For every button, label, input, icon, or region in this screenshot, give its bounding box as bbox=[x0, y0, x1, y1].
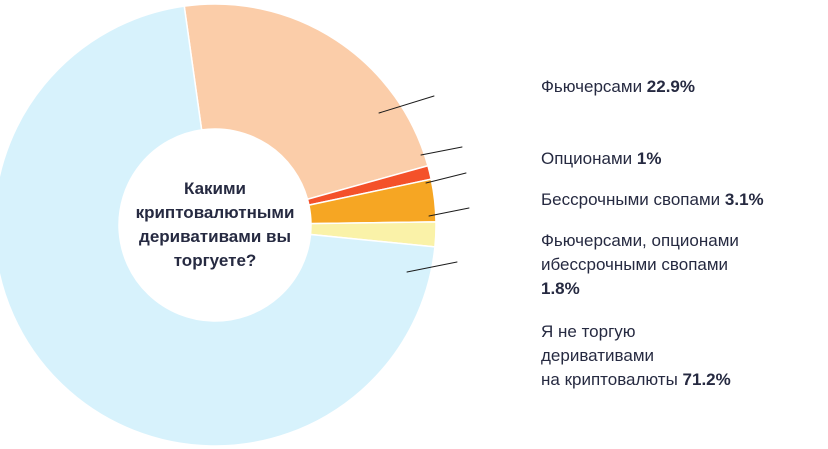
leader-line-perpetual-swaps bbox=[425, 172, 467, 184]
legend-pct: 1.8% bbox=[541, 279, 580, 298]
legend-item-options: Опционами 1% bbox=[541, 147, 661, 171]
legend-label-line: Я не торгую bbox=[541, 322, 636, 341]
leader-line-options bbox=[420, 146, 463, 156]
legend-pct: 1% bbox=[636, 149, 662, 168]
legend-item-futures-options-swaps: Фьючерсами, опционами ибессрочными свопам… bbox=[541, 229, 739, 301]
center-question-line: Какими bbox=[183, 179, 247, 198]
leader-line-no-derivatives bbox=[406, 261, 458, 273]
center-question-line: торгуете? bbox=[173, 251, 257, 270]
legend-label-line: Фьючерсами 22.9% bbox=[541, 77, 695, 96]
legend-label-line: 1.8% bbox=[541, 277, 739, 301]
leader-line-futures bbox=[378, 95, 435, 114]
pie-slice-futures bbox=[183, 3, 429, 201]
leader-line-futures-options-swaps bbox=[428, 207, 470, 217]
legend-label-line: Бессрочными свопами 3.1% bbox=[541, 190, 764, 209]
legend-item-no-derivatives: Я не торгую деривативами на криптовалюты 7… bbox=[541, 320, 731, 392]
legend-label-line: деривативами bbox=[541, 346, 655, 365]
legend-pct: 3.1% bbox=[724, 190, 764, 209]
legend-item-perpetual-swaps: Бессрочными свопами 3.1% bbox=[541, 188, 764, 212]
legend-label-line: Опционами 1% bbox=[541, 149, 662, 168]
legend-pct: 22.9% bbox=[646, 77, 695, 96]
chart-legend: Фьючерсами 22.9% Опционами 1% Бессрочными … bbox=[541, 0, 816, 449]
leader-lines bbox=[378, 95, 470, 273]
legend-pct: 71.2% bbox=[682, 370, 731, 389]
pie-slice-no-derivatives bbox=[0, 5, 436, 447]
legend-label-line: на криптовалюты 71.2% bbox=[541, 370, 731, 389]
legend-item-futures: Фьючерсами 22.9% bbox=[541, 75, 695, 99]
center-question-line: криптовалютными bbox=[135, 203, 295, 222]
legend-label-line: Фьючерсами, опционами bbox=[541, 231, 739, 250]
center-question-line: деривативами вы bbox=[139, 227, 291, 246]
donut-slices bbox=[0, 3, 437, 447]
legend-label-line: ибессрочными свопами bbox=[541, 255, 729, 274]
chart-center-question: Какими криптовалютными деривативами вы торг… bbox=[115, 177, 315, 273]
